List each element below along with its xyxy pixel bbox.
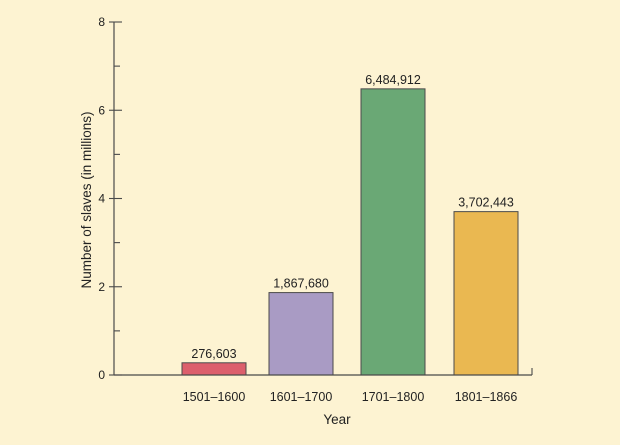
data-label: 276,603 (191, 347, 236, 361)
y-axis-title: Number of slaves (in millions) (79, 111, 94, 288)
data-label: 6,484,912 (365, 73, 421, 87)
x-axis-tick-labels: 1501–1600 1601–1700 1701–1800 1801–1866 (183, 390, 518, 404)
bar (453, 211, 519, 376)
y-tick-label: 2 (98, 280, 105, 294)
data-label: 1,867,680 (273, 277, 329, 291)
x-tick-label: 1701–1800 (362, 390, 425, 404)
bar (268, 292, 334, 376)
x-tick-label: 1601–1700 (270, 390, 333, 404)
x-axis-title: Year (323, 412, 351, 427)
bars (181, 88, 519, 376)
bar (360, 88, 426, 376)
y-tick-label: 0 (98, 368, 105, 382)
y-tick-label: 6 (98, 103, 105, 117)
data-label: 3,702,443 (458, 196, 514, 210)
y-tick-label: 4 (98, 192, 105, 206)
x-tick-label: 1801–1866 (455, 390, 518, 404)
y-tick-label: 8 (98, 15, 105, 29)
data-labels: 276,603 1,867,680 6,484,912 3,702,443 (191, 73, 513, 361)
bar (181, 362, 247, 376)
x-tick-label: 1501–1600 (183, 390, 246, 404)
